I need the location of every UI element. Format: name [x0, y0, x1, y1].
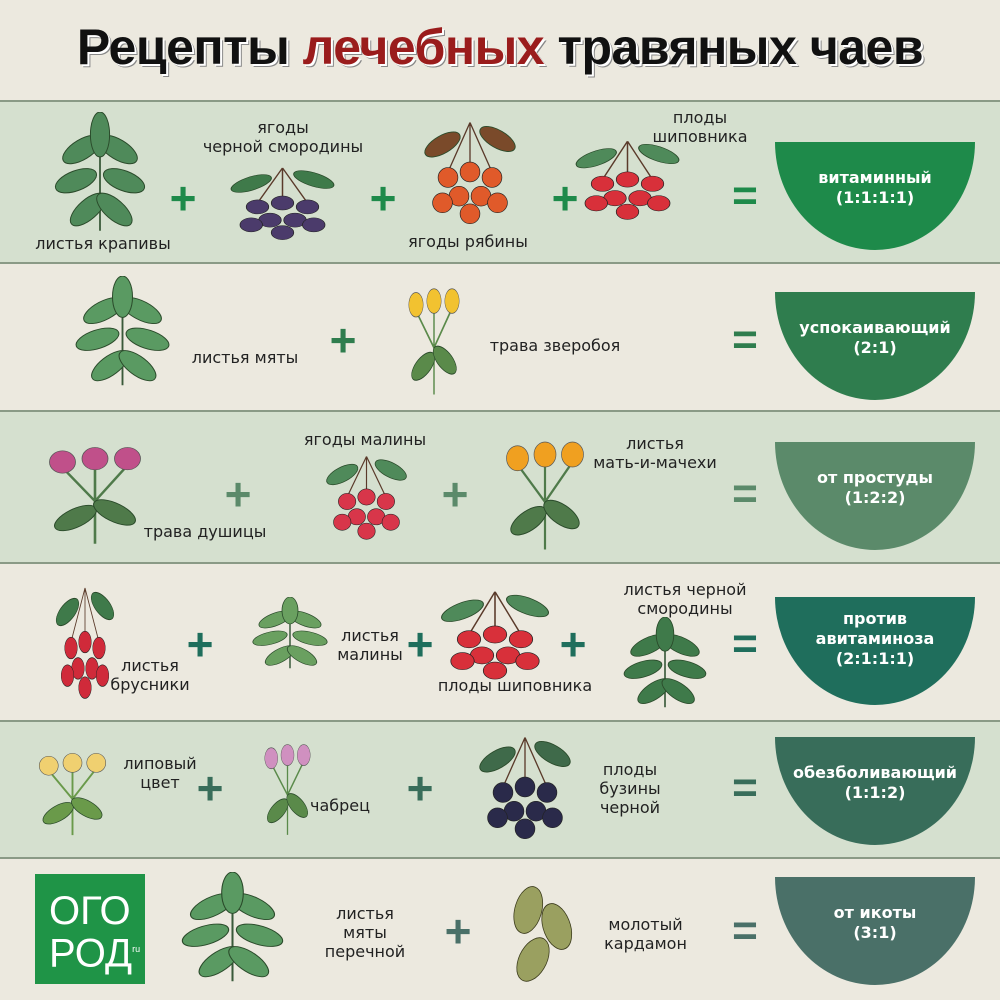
lingonberry-icon — [50, 582, 120, 702]
ingredient-label: листья мяты перечной — [324, 904, 406, 961]
linden-icon — [25, 742, 120, 837]
coltsfoot-icon-drawing — [506, 441, 584, 550]
ingredient-label: листья черной смородины — [623, 580, 747, 618]
equals-sign: = — [732, 763, 758, 812]
plus-sign: + — [559, 618, 587, 670]
ingredient-label: плоды шиповника — [652, 108, 748, 146]
nettle-icon-drawing — [54, 111, 146, 231]
ingredient-label: ягоды рябины — [408, 232, 528, 251]
ingredient-label: листья брусники — [110, 656, 190, 694]
blackcurrant-icon-drawing — [230, 167, 335, 240]
tea-result-bowl: успокаивающий (2:1) — [775, 292, 975, 400]
elderberry-icon — [470, 732, 580, 842]
recipe-row-avitaminosis: листья брусники + листья малины + плоды … — [0, 562, 1000, 720]
raspberry-icon — [318, 452, 415, 542]
equals-sign: = — [732, 619, 758, 668]
plus-sign: + — [551, 172, 579, 224]
elderberry-icon-drawing — [479, 737, 571, 840]
rosehip-icon-drawing — [575, 141, 680, 220]
ingredient-label: липовый цвет — [123, 754, 197, 792]
page-title: Рецепты лечебных травяных чаев — [76, 19, 924, 75]
plus-sign: + — [169, 172, 197, 224]
ingredient-label: чабрец — [309, 796, 370, 815]
nettle-icon — [40, 111, 160, 237]
equals-sign: = — [732, 906, 758, 955]
rosehip-icon-drawing — [441, 591, 549, 680]
rowan-icon-drawing — [424, 122, 516, 225]
tea-result-bowl: от простуды (1:2:2) — [775, 442, 975, 550]
equals-sign: = — [732, 315, 758, 364]
thyme-icon — [255, 732, 320, 837]
tea-result-bowl: против авитаминоза (2:1:1:1) — [775, 597, 975, 705]
tea-result-bowl: витаминный (1:1:1:1) — [775, 142, 975, 250]
st-johns-wort-icon — [398, 274, 470, 397]
equals-sign: = — [732, 171, 758, 220]
raspberry-icon-drawing — [326, 456, 407, 540]
blackcurrant-icon — [220, 164, 345, 242]
lingonberry-icon-drawing — [55, 587, 115, 699]
currant-leaf-icon — [610, 616, 720, 712]
recipe-row-painkiller: липовый цвет + чабрец + плоды бузины чер… — [0, 720, 1000, 857]
oregano-icon-drawing — [49, 447, 141, 544]
raspberry-leaf-icon-drawing — [252, 596, 328, 669]
raspberry-leaf-icon — [240, 596, 340, 672]
rowan-icon — [415, 117, 525, 227]
ingredient-label: ягоды черной смородины — [202, 118, 364, 156]
recipe-row-cold: трава душицы + ягоды малины + листья мат… — [0, 410, 1000, 562]
mint-icon — [60, 275, 185, 391]
plus-sign: + — [369, 172, 397, 224]
plus-sign: + — [186, 618, 214, 670]
ingredient-label: листья мать-и-мачехи — [593, 434, 717, 472]
mint-icon-drawing — [75, 275, 170, 386]
currant-leaf-icon-drawing — [623, 616, 707, 708]
ingredient-label: плоды бузины черной — [599, 760, 661, 817]
ingredient-label: ягоды малины — [303, 430, 427, 449]
ingredient-label: молотый кардамон — [604, 915, 687, 953]
ogorod-logo: ОГО РОДru — [35, 874, 145, 984]
ingredient-label: трава душицы — [143, 522, 267, 541]
linden-icon-drawing — [38, 753, 107, 836]
plus-sign: + — [441, 468, 469, 520]
oregano-icon — [30, 434, 160, 546]
rosehip-icon — [565, 137, 690, 222]
thyme-icon-drawing — [264, 744, 311, 835]
ingredient-label: листья мяты — [191, 348, 299, 367]
recipe-row-hiccups: ОГО РОДru листья мяты перечной + молотый … — [0, 857, 1000, 1000]
st-johns-wort-icon-drawing — [408, 288, 460, 395]
ingredient-label: плоды шиповника — [437, 676, 593, 695]
plus-sign: + — [224, 468, 252, 520]
cardamom-icon — [495, 877, 590, 987]
tea-result-bowl: от икоты (3:1) — [775, 877, 975, 985]
peppermint-icon-drawing — [181, 871, 284, 982]
equals-sign: = — [732, 469, 758, 518]
recipe-row-vitamin: листья крапивы + ягоды черной смородины … — [0, 100, 1000, 262]
plus-sign: + — [329, 314, 357, 366]
rosehip-icon — [430, 587, 560, 682]
ingredient-label: трава зверобоя — [489, 336, 621, 355]
ingredient-label: листья малины — [337, 626, 403, 664]
recipe-row-calming: листья мяты + трава зверобоя = успокаива… — [0, 262, 1000, 410]
plus-sign: + — [406, 762, 434, 814]
tea-result-bowl: обезболивающий (1:1:2) — [775, 737, 975, 845]
plus-sign: + — [444, 905, 472, 957]
plus-sign: + — [406, 618, 434, 670]
peppermint-icon — [165, 871, 300, 987]
plus-sign: + — [196, 762, 224, 814]
ingredient-label: листья крапивы — [35, 234, 171, 253]
coltsfoot-icon — [490, 427, 600, 552]
cardamom-icon-drawing — [513, 886, 573, 982]
